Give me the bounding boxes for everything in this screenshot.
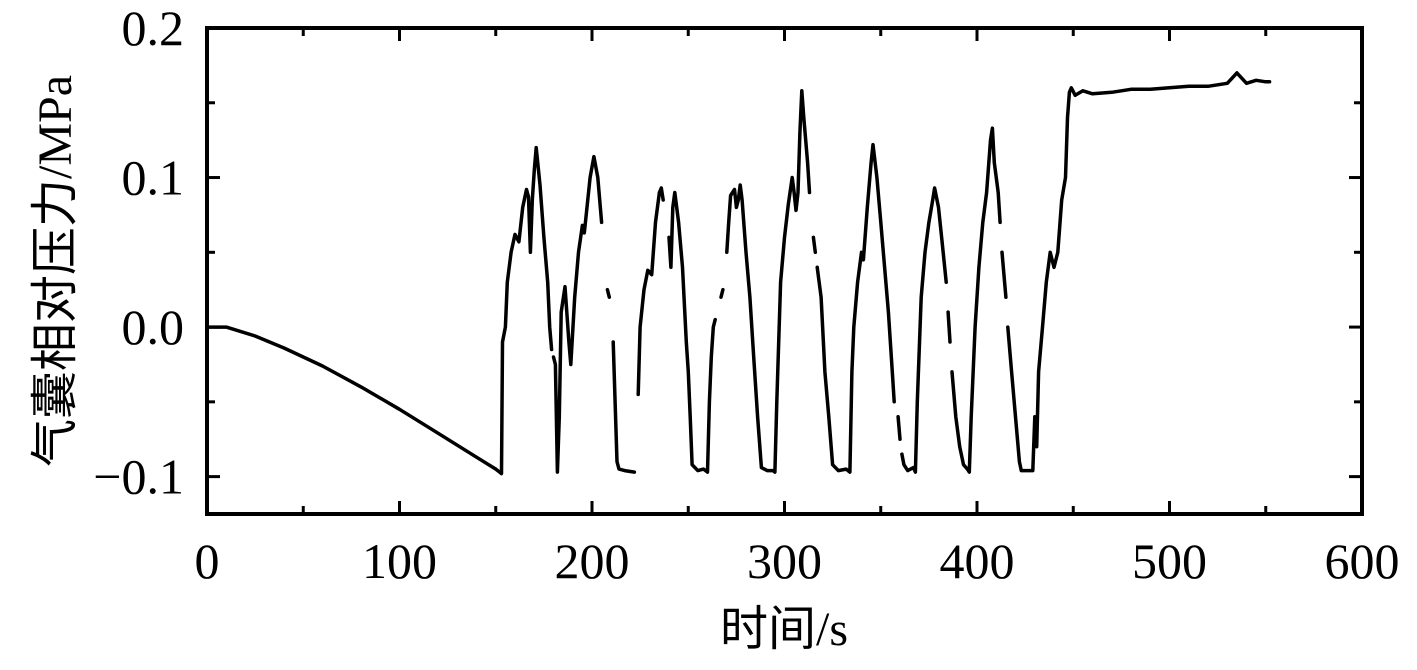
x-tick-label: 400 xyxy=(940,533,1015,589)
y-axis-title: 气囊相对压力/MPa xyxy=(29,75,82,467)
series-line-segment xyxy=(611,340,637,474)
x-tick-label: 300 xyxy=(747,533,822,589)
series-line-segment xyxy=(725,89,812,474)
series-line-segment xyxy=(205,145,554,476)
series-line-segment xyxy=(605,287,612,299)
series-line-segment xyxy=(900,186,948,474)
data-layer xyxy=(205,71,1272,476)
x-tick-label: 0 xyxy=(195,533,220,589)
series-line-segment xyxy=(667,190,717,474)
y-tick-label: −0.1 xyxy=(93,449,184,505)
x-tick-label: 200 xyxy=(555,533,630,589)
series-line-segment xyxy=(1006,71,1272,473)
series-line-segment xyxy=(719,287,725,299)
y-tick-label: 0.0 xyxy=(122,299,185,355)
y-tick-label: 0.1 xyxy=(122,150,185,206)
series-line-segment xyxy=(636,186,665,397)
series-line-segment xyxy=(950,126,1002,474)
x-axis-title: 时间/s xyxy=(720,603,848,656)
series-line-segment xyxy=(896,415,902,441)
x-tick-label: 500 xyxy=(1132,533,1207,589)
x-tick-label: 100 xyxy=(362,533,437,589)
series-line-segment xyxy=(815,142,896,474)
series-line-segment xyxy=(551,154,604,474)
series-line-segment xyxy=(811,235,818,255)
series-line-segment xyxy=(1000,250,1008,299)
x-tick-label: 600 xyxy=(1325,533,1400,589)
series-line-segment xyxy=(946,310,952,344)
ticks-layer xyxy=(205,26,1364,514)
plot-frame xyxy=(205,26,1364,516)
tick-labels-layer: 0 100 200 300 400 500 600 −0.1 0.0 0.1 0.2 xyxy=(93,0,1399,589)
y-tick-label: 0.2 xyxy=(122,0,185,56)
